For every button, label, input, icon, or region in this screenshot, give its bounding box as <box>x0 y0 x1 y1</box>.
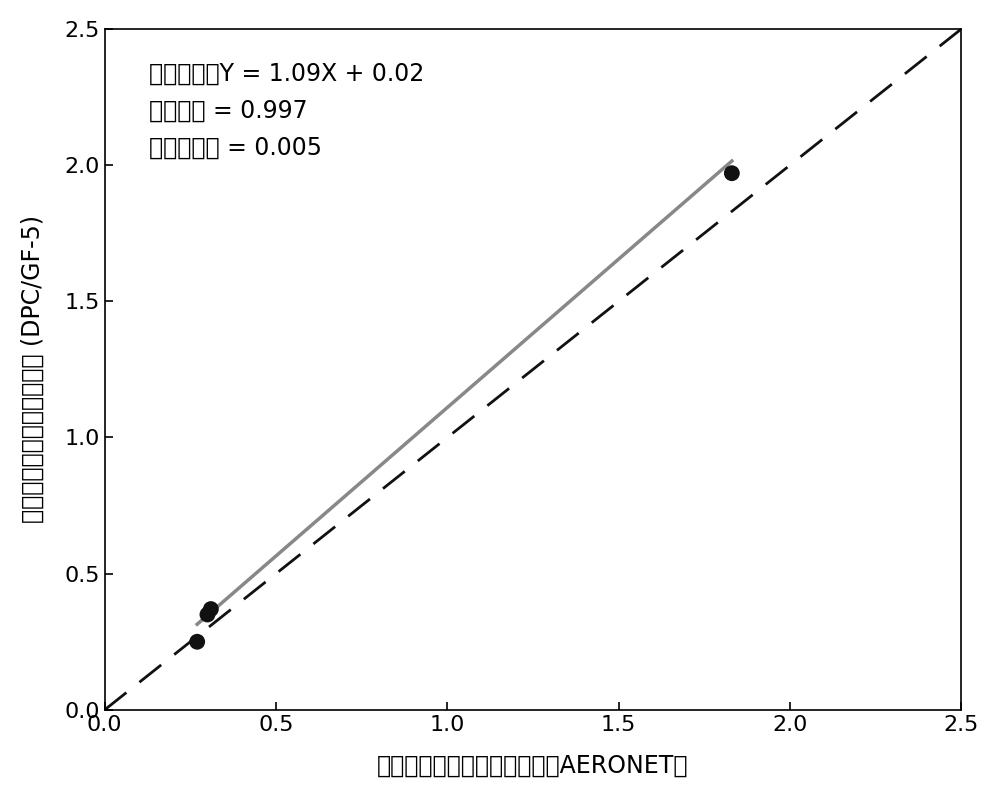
Text: 拟合公式：Y = 1.09X + 0.02
决定系数 = 0.997
残差平方和 = 0.005: 拟合公式：Y = 1.09X + 0.02 决定系数 = 0.997 残差平方和… <box>149 62 424 160</box>
Y-axis label: 卫星反演的气溶胶光学厚度 (DPC/GF-5): 卫星反演的气溶胶光学厚度 (DPC/GF-5) <box>21 216 45 523</box>
Point <box>199 608 215 621</box>
X-axis label: 地基观测的气溶胶光学厚度（AERONET）: 地基观测的气溶胶光学厚度（AERONET） <box>377 754 689 778</box>
Point <box>189 635 205 648</box>
Point <box>724 167 740 180</box>
Point <box>203 602 219 615</box>
